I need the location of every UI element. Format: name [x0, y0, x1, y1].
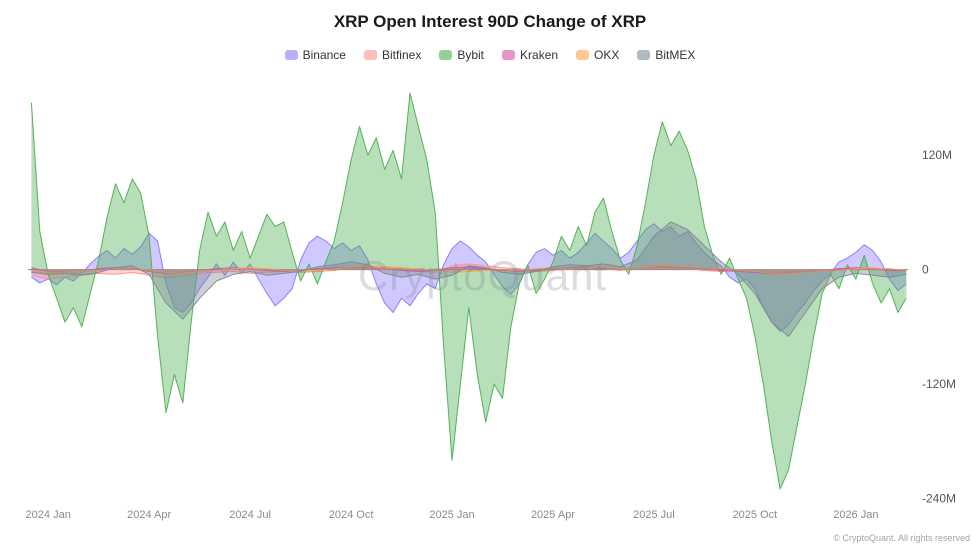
y-tick-label: 0 — [922, 263, 929, 277]
x-tick-label: 2025 Oct — [733, 509, 778, 521]
series-line-okx — [31, 264, 907, 275]
x-tick-label: 2025 Jul — [633, 509, 675, 521]
series-area-bybit — [31, 93, 907, 489]
x-tick-label: 2024 Jul — [229, 509, 271, 521]
y-tick-label: 120M — [922, 148, 952, 162]
legend-swatch-bitfinex — [363, 50, 377, 60]
legend-label: BitMEX — [655, 48, 696, 62]
legend-item-okx[interactable]: OKX — [576, 48, 619, 62]
legend-item-bybit[interactable]: Bybit — [439, 48, 484, 62]
legend-item-bitfinex[interactable]: Bitfinex — [363, 48, 422, 62]
legend-label: OKX — [594, 48, 620, 62]
legend-swatch-binance — [284, 50, 298, 60]
x-tick-label: 2025 Apr — [531, 509, 575, 521]
series-line-binance — [31, 223, 907, 333]
series-line-bitmex — [31, 221, 907, 337]
y-tick-label: -240M — [922, 492, 956, 506]
series-area-okx — [31, 264, 907, 275]
legend-label: Bitfinex — [381, 48, 422, 62]
legend-swatch-bitmex — [637, 50, 651, 60]
legend-item-kraken[interactable]: Kraken — [502, 48, 558, 62]
x-tick-label: 2024 Oct — [329, 509, 374, 521]
series-line-bybit — [30, 92, 907, 490]
legend-label: Binance — [302, 48, 346, 62]
chart-legend: Binance Bitfinex Bybit Kraken OKX BitMEX — [0, 48, 980, 62]
x-tick-label: 2025 Jan — [429, 509, 474, 521]
legend-item-binance[interactable]: Binance — [284, 48, 346, 62]
copyright-text: © CryptoQuant. All rights reserved — [833, 533, 970, 543]
legend-swatch-okx — [576, 50, 590, 60]
chart-title: XRP Open Interest 90D Change of XRP — [333, 12, 647, 31]
legend-swatch-bybit — [439, 50, 453, 60]
legend-label: Kraken — [520, 48, 559, 62]
series-area-bitmex — [31, 221, 907, 337]
legend-swatch-kraken — [502, 50, 516, 60]
legend-label: Bybit — [457, 48, 485, 62]
x-tick-label: 2024 Jan — [26, 509, 71, 521]
x-tick-label: 2024 Apr — [127, 509, 171, 521]
y-tick-label: -120M — [922, 377, 956, 391]
legend-item-bitmex[interactable]: BitMEX — [637, 48, 695, 62]
series-area-binance — [31, 223, 907, 332]
x-tick-label: 2026 Jan — [833, 509, 878, 521]
